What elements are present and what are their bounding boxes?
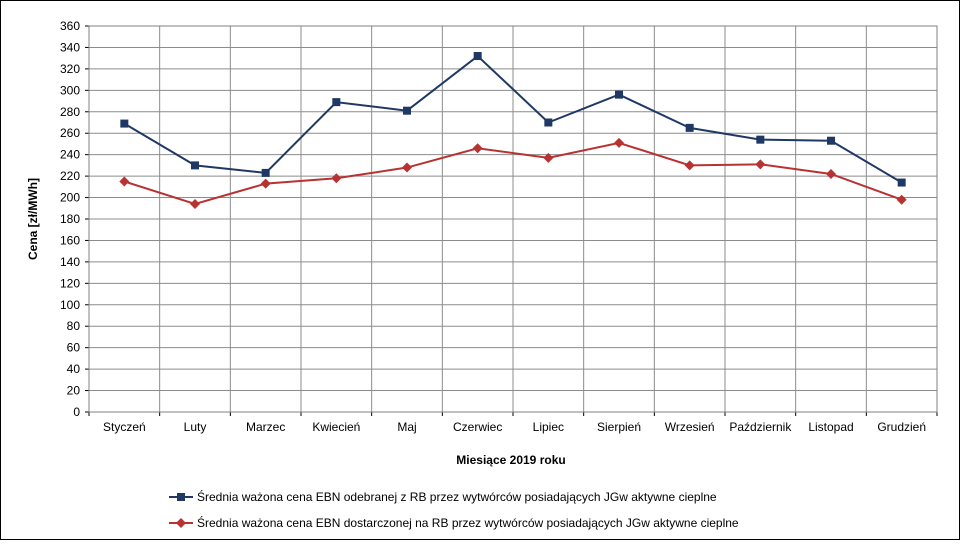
data-point-series-2: [331, 173, 342, 184]
data-point-series-1: [827, 136, 835, 145]
y-tick-label: 160: [60, 233, 80, 247]
y-tick-label: 220: [60, 169, 80, 183]
y-tick-label: 180: [60, 212, 80, 226]
data-point-series-1: [261, 168, 270, 177]
y-tick-label: 320: [60, 62, 80, 76]
legend-label-series-1: Średnia ważona cena EBN odebranej z RB p…: [197, 489, 717, 504]
y-tick-label: 40: [67, 362, 81, 376]
y-axis-title: Cena [zł/MWh]: [26, 178, 40, 260]
series-layer: [119, 52, 907, 209]
x-tick-label: Sierpień: [597, 420, 641, 434]
y-tick-label: 340: [60, 40, 80, 54]
y-tick-label: 60: [67, 341, 81, 355]
x-axis-ticks: Styczeń Luty Marzec Kwiecień Maj Czerwiec Lipi…: [103, 420, 926, 434]
data-point-series-2: [755, 159, 766, 170]
x-tick-label: Październik: [729, 420, 792, 434]
x-tick-label: Kwiecień: [312, 420, 360, 434]
data-point-series-1: [897, 178, 906, 187]
y-tick-label: 260: [60, 126, 80, 140]
y-tick-label: 300: [60, 83, 80, 97]
data-point-series-1: [473, 52, 482, 61]
x-tick-label: Grudzień: [877, 420, 926, 434]
x-tick-label: Marzec: [246, 420, 285, 434]
data-point-series-1: [191, 161, 199, 170]
line-chart: 0 20 40 60 80 100 120 140 160 180 200 220 240 260 280 3…: [26, 19, 938, 530]
data-point-series-2: [614, 137, 624, 148]
x-tick-label: Luty: [184, 420, 207, 434]
legend-label-series-2: Średnia ważona cena EBN dostarczonej na …: [197, 515, 739, 530]
y-tick-label: 140: [60, 255, 80, 269]
data-point-series-1: [403, 106, 411, 115]
data-point-series-2: [684, 160, 695, 171]
x-tick-label: Lipiec: [533, 420, 564, 434]
legend: Średnia ważona cena EBN odebranej z RB p…: [169, 489, 739, 530]
data-point-series-2: [402, 162, 412, 173]
y-tick-label: 120: [60, 276, 80, 290]
data-point-series-2: [260, 178, 271, 189]
series-line-2: [124, 141, 903, 206]
data-point-series-2: [190, 198, 200, 209]
legend-marker-diamond-icon: [176, 518, 186, 528]
data-point-series-2: [896, 194, 907, 205]
legend-item-series-2: Średnia ważona cena EBN dostarczonej na …: [169, 515, 739, 530]
data-point-series-2: [119, 176, 130, 187]
x-tick-label: Listopad: [808, 420, 853, 434]
data-point-series-1: [756, 135, 765, 144]
data-point-series-1: [120, 119, 129, 128]
data-point-series-1: [685, 123, 694, 132]
data-point-series-2: [543, 152, 554, 163]
data-point-series-2: [826, 168, 836, 179]
y-tick-label: 20: [67, 384, 81, 398]
y-tick-label: 0: [73, 405, 80, 419]
series-line-1: [123, 54, 903, 184]
y-axis-ticks: 0 20 40 60 80 100 120 140 160 180 200 220 240 260 280 3…: [60, 19, 80, 419]
x-tick-label: Wrzesień: [665, 420, 715, 434]
y-tick-label: 360: [60, 19, 80, 33]
y-tick-label: 80: [67, 319, 81, 333]
plot-area-border: [88, 25, 938, 413]
y-tick-label: 240: [60, 148, 80, 162]
grid: [85, 25, 938, 416]
x-tick-label: Styczeń: [103, 420, 146, 434]
y-tick-label: 100: [60, 298, 80, 312]
x-tick-label: Czerwiec: [453, 420, 502, 434]
x-tick-label: Maj: [397, 420, 416, 434]
data-point-series-1: [544, 118, 553, 127]
legend-item-series-1: Średnia ważona cena EBN odebranej z RB p…: [169, 489, 717, 504]
data-point-series-2: [472, 143, 483, 154]
data-point-series-1: [332, 98, 341, 107]
x-axis-title: Miesiące 2019 roku: [456, 453, 565, 467]
data-point-series-1: [615, 90, 623, 99]
y-tick-label: 200: [60, 191, 80, 205]
y-tick-label: 280: [60, 105, 80, 119]
legend-marker-square-icon: [177, 493, 185, 501]
